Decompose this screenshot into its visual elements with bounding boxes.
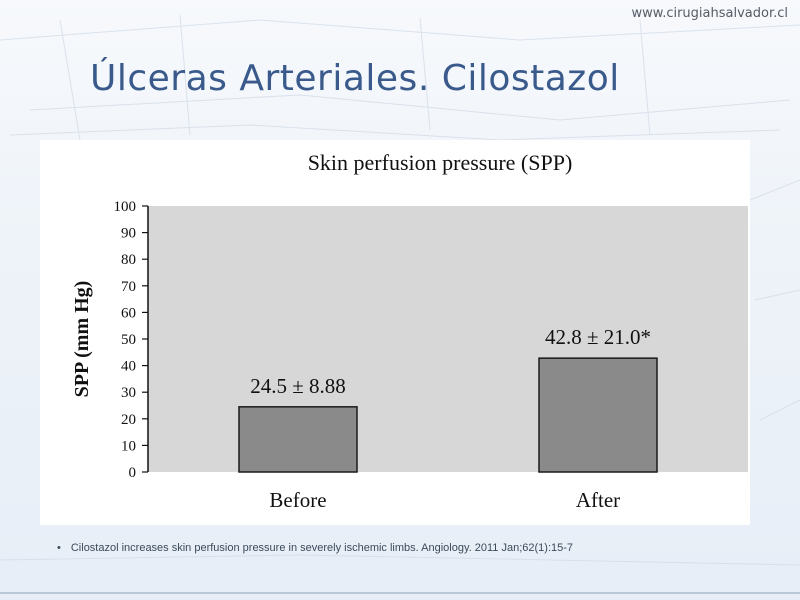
x-tick-label: Before	[269, 488, 326, 512]
x-tick-label: After	[576, 488, 620, 512]
y-tick-label: 30	[121, 385, 136, 401]
chart-title: Skin perfusion pressure (SPP)	[308, 150, 573, 175]
y-tick-label: 80	[121, 252, 136, 268]
bullet-dot: •	[57, 542, 61, 554]
bar-after	[538, 357, 658, 473]
footnote-text: Cilostazol increases skin perfusion pres…	[70, 542, 574, 554]
y-tick-label: 40	[121, 359, 136, 375]
data-label: 42.8 ± 21.0*	[545, 325, 651, 349]
y-tick-label: 60	[121, 305, 136, 321]
bar-chart: Skin perfusion pressure (SPP) 0 10 20 30 40 50…	[71, 150, 748, 512]
y-tick-label: 20	[121, 412, 136, 428]
bar-before	[238, 406, 358, 473]
website-url: www.cirugiahsalvador.cl	[631, 6, 788, 21]
data-label: 24.5 ± 8.88	[250, 374, 346, 398]
slide-title: Úlceras Arteriales. Cilostazol	[90, 58, 620, 99]
y-tick-label: 70	[121, 279, 136, 295]
y-tick-label: 10	[121, 438, 136, 454]
y-tick-label: 100	[114, 199, 137, 215]
y-axis-label: SPP (mm Hg)	[71, 281, 93, 398]
footnote: • Cilostazol increases skin perfusion pre…	[57, 542, 573, 554]
y-tick-label: 50	[121, 332, 136, 348]
y-tick-label: 0	[129, 465, 137, 481]
plot-area	[148, 206, 748, 472]
y-tick-label: 90	[121, 226, 136, 242]
chart-panel: Skin perfusion pressure (SPP) 0 10 20 30 40 50…	[40, 140, 750, 525]
footer-divider	[0, 592, 800, 594]
